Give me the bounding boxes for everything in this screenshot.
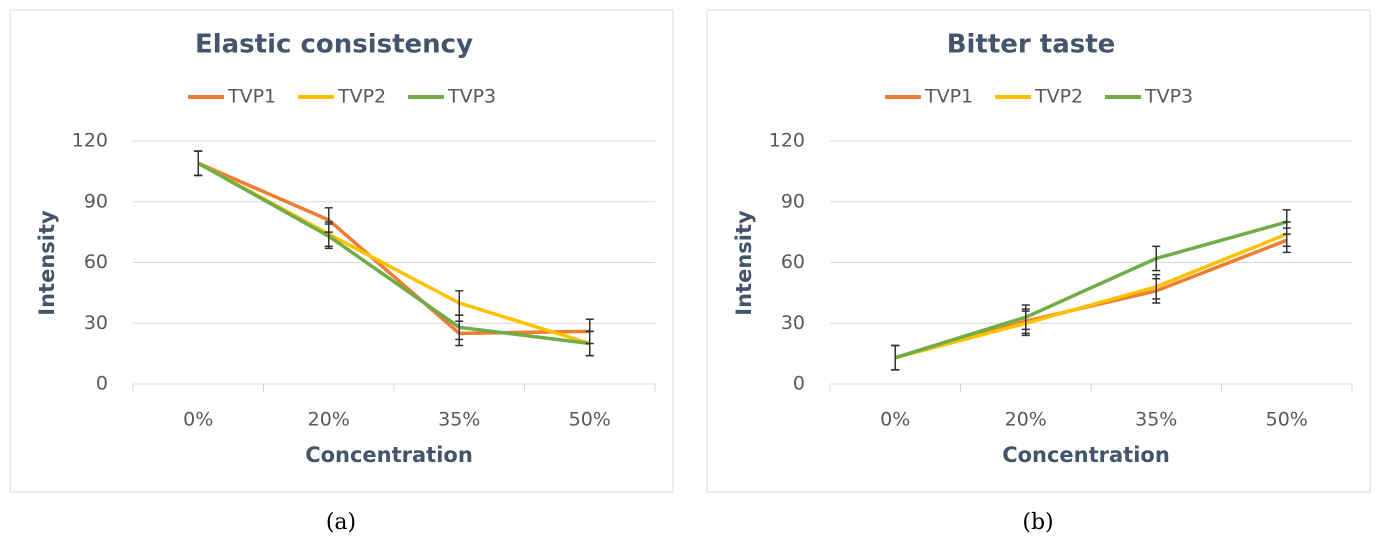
error-bar <box>1152 273 1161 300</box>
y-tick-label: 0 <box>793 373 805 395</box>
error-bar <box>891 344 900 371</box>
y-tick-label: 60 <box>84 251 108 273</box>
chart-title: Elastic consistency <box>195 30 473 60</box>
error-bar <box>585 330 594 357</box>
legend-label: TVP2 <box>337 86 386 108</box>
error-bar <box>1152 245 1161 272</box>
caption: (b) <box>1022 510 1053 535</box>
y-tick-label: 120 <box>769 130 805 152</box>
legend-label: TVP1 <box>924 86 973 108</box>
error-bar <box>194 150 203 177</box>
y-tick-label: 0 <box>96 373 108 395</box>
error-bar <box>324 223 333 250</box>
y-tick-label: 30 <box>84 312 108 334</box>
y-axis-title: Intensity <box>35 210 59 316</box>
x-tick-label: 20% <box>308 409 350 431</box>
x-tick-label: 35% <box>438 409 480 431</box>
legend-label: TVP3 <box>1144 86 1193 108</box>
error-bar <box>455 314 464 341</box>
legend-label: TVP2 <box>1034 86 1083 108</box>
y-tick-label: 30 <box>781 312 805 334</box>
y-axis-title: Intensity <box>732 210 756 316</box>
panel-border <box>9 9 674 493</box>
x-tick-label: 35% <box>1135 409 1177 431</box>
series-line <box>197 161 590 346</box>
legend-label: TVP3 <box>447 86 496 108</box>
y-tick-label: 90 <box>781 190 805 212</box>
y-tick-label: 120 <box>72 130 108 152</box>
series-line <box>894 232 1288 360</box>
x-tick-label: 20% <box>1005 409 1047 431</box>
x-axis-title: Concentration <box>1002 443 1170 467</box>
error-bar <box>1282 209 1291 235</box>
legend-label: TVP1 <box>227 86 276 108</box>
x-tick-label: 0% <box>183 409 213 431</box>
x-tick-label: 0% <box>880 409 910 431</box>
x-tick-label: 50% <box>569 409 611 431</box>
caption: (a) <box>326 510 356 535</box>
panel-border <box>706 9 1371 493</box>
error-bar <box>1021 304 1030 331</box>
x-tick-label: 50% <box>1266 409 1308 431</box>
series-line <box>197 161 590 336</box>
chart-title: Bitter taste <box>947 30 1116 60</box>
y-tick-label: 90 <box>84 190 108 212</box>
y-tick-label: 60 <box>781 251 805 273</box>
series-line <box>894 220 1288 360</box>
x-axis-title: Concentration <box>305 443 473 467</box>
